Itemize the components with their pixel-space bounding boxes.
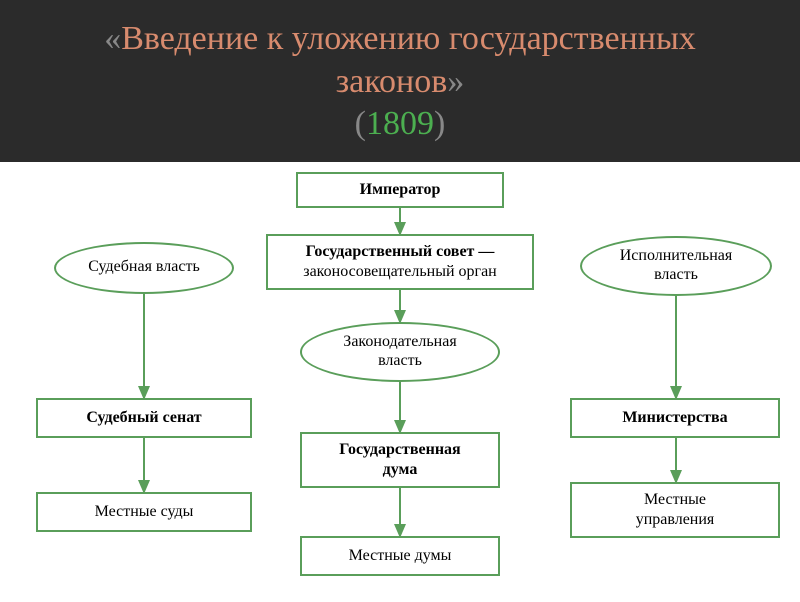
paren-close: ) — [434, 105, 445, 142]
paren-open: ( — [355, 105, 366, 142]
judicial-label: Судебная власть — [88, 258, 200, 276]
senate-label: Судебный сенат — [86, 408, 201, 427]
legislative-label: Законодательная власть — [343, 333, 456, 370]
emperor-label: Император — [360, 180, 441, 199]
legislative-line2: власть — [378, 352, 422, 369]
legislative-line1: Законодательная — [343, 333, 456, 350]
ministries-label: Министерства — [622, 408, 727, 427]
quote-open: « — [104, 20, 121, 57]
executive-label: Исполнительная власть — [620, 247, 733, 284]
slide-header: «Введение к уложению государственных зак… — [0, 0, 800, 162]
executive-line1: Исполнительная — [620, 247, 733, 264]
slide-year: 1809 — [366, 105, 434, 142]
duma-label: Государственная дума — [339, 440, 460, 478]
slide-title: Введение к уложению государственных зако… — [121, 20, 696, 100]
node-emperor: Император — [296, 172, 504, 208]
node-senate: Судебный сенат — [36, 398, 252, 438]
node-executive-power: Исполнительная власть — [580, 236, 772, 296]
local-courts-label: Местные суды — [95, 502, 194, 521]
node-local-dumas: Местные думы — [300, 536, 500, 576]
node-local-admin: Местные управления — [570, 482, 780, 538]
executive-line2: власть — [654, 266, 698, 283]
node-judicial-power: Судебная власть — [54, 242, 234, 294]
local-dumas-label: Местные думы — [349, 546, 452, 565]
council-line2: законосовещательный орган — [303, 263, 497, 280]
local-admin-line2: управления — [636, 511, 715, 528]
node-local-courts: Местные суды — [36, 492, 252, 532]
node-ministries: Министерства — [570, 398, 780, 438]
org-diagram: Император Государственный совет — законо… — [0, 162, 800, 602]
council-label: Государственный совет — законосовещатель… — [303, 242, 497, 280]
local-admin-line1: Местные — [644, 491, 706, 508]
local-admin-label: Местные управления — [636, 490, 715, 528]
duma-line1: Государственная — [339, 441, 460, 458]
quote-close: » — [447, 63, 464, 100]
node-state-duma: Государственная дума — [300, 432, 500, 488]
council-line1: Государственный совет — — [306, 243, 495, 260]
node-legislative-power: Законодательная власть — [300, 322, 500, 382]
duma-line2: дума — [383, 461, 418, 478]
node-state-council: Государственный совет — законосовещатель… — [266, 234, 534, 290]
